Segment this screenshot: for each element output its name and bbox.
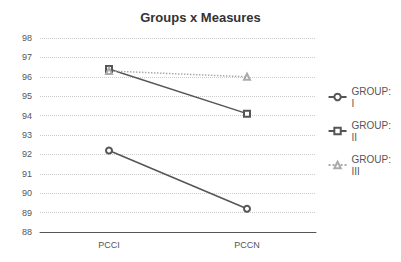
svg-text:PCCI: PCCI	[98, 240, 120, 250]
svg-text:92: 92	[22, 149, 32, 159]
svg-text:96: 96	[22, 72, 32, 82]
svg-text:95: 95	[22, 91, 32, 101]
svg-text:98: 98	[22, 33, 32, 43]
svg-text:88: 88	[22, 227, 32, 237]
svg-text:GROUP:: GROUP:	[352, 120, 391, 131]
svg-text:GROUP:: GROUP:	[352, 86, 391, 97]
svg-text:I: I	[352, 98, 355, 109]
svg-text:97: 97	[22, 52, 32, 62]
svg-text:II: II	[352, 132, 358, 143]
svg-text:90: 90	[22, 188, 32, 198]
svg-text:89: 89	[22, 208, 32, 218]
svg-text:PCCN: PCCN	[234, 240, 260, 250]
svg-text:94: 94	[22, 111, 32, 121]
svg-text:93: 93	[22, 130, 32, 140]
svg-text:GROUP:: GROUP:	[352, 154, 391, 165]
svg-text:III: III	[352, 166, 360, 177]
svg-text:91: 91	[22, 169, 32, 179]
svg-text:Groups x Measures: Groups x Measures	[140, 10, 261, 25]
